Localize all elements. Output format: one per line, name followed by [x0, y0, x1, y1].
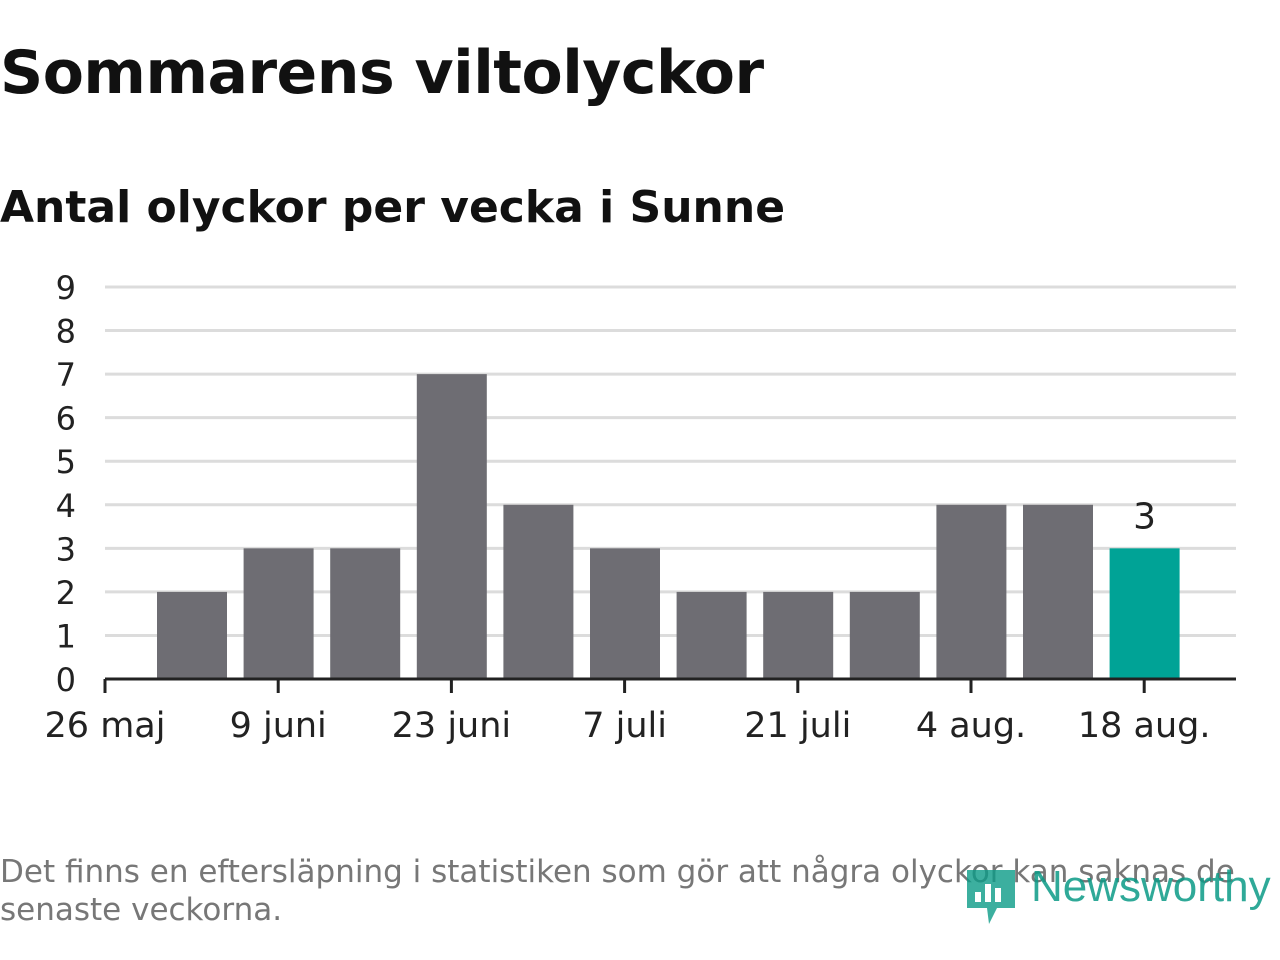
- y-tick-label: 5: [56, 443, 76, 481]
- x-tick-label: 18 aug.: [1078, 706, 1211, 746]
- brand-name: Newsworthy: [1031, 862, 1271, 911]
- bar: [1023, 504, 1093, 679]
- newsworthy-logo-icon: [967, 870, 1015, 924]
- bar: [590, 548, 660, 679]
- bar: [1109, 548, 1180, 679]
- x-tick-label: 26 maj: [45, 706, 166, 746]
- y-tick-label: 2: [56, 574, 76, 612]
- y-tick-label: 4: [56, 487, 76, 525]
- x-axis: 26 maj 9 juni 23 juni 7 juli 21 juli 4 aug. 18…: [45, 677, 1236, 746]
- bars: [157, 374, 1180, 679]
- bar-chart: 0 1 2 3 4 5 6 7 8 9 3 26 maj 9 juni 23 juni 7 juli 21…: [45, 269, 1236, 746]
- bar: [676, 591, 747, 679]
- x-tick-label: 7 juli: [582, 706, 667, 746]
- bar: [330, 548, 401, 679]
- bar: [849, 591, 920, 679]
- y-tick-label: 7: [56, 356, 76, 394]
- bar: [157, 591, 227, 679]
- newsworthy-logo: Newsworthy: [963, 858, 1280, 928]
- bar: [503, 504, 574, 679]
- bar: [243, 548, 314, 679]
- x-tick-label: 4 aug.: [916, 706, 1026, 746]
- x-tick-label: 9 juni: [230, 706, 327, 746]
- y-axis-ticks: 0 1 2 3 4 5 6 7 8 9: [56, 269, 76, 699]
- y-tick-label: 9: [56, 269, 76, 307]
- data-labels: 3: [1133, 496, 1156, 537]
- chart-title: Sommarens viltolyckor: [0, 38, 764, 108]
- data-label: 3: [1133, 496, 1156, 537]
- bar: [763, 591, 834, 679]
- y-tick-label: 0: [56, 661, 76, 699]
- x-tick-label: 23 juni: [392, 706, 511, 746]
- bar: [936, 504, 1007, 679]
- y-tick-label: 8: [56, 313, 76, 351]
- chart-subtitle: Antal olyckor per vecka i Sunne: [0, 182, 786, 233]
- y-tick-label: 3: [56, 530, 76, 568]
- x-tick-label: 21 juli: [744, 706, 851, 746]
- bar: [416, 374, 487, 679]
- y-tick-label: 6: [56, 400, 76, 438]
- y-tick-label: 1: [56, 617, 76, 655]
- footnote: Det finns en eftersläpning i statistiken…: [0, 854, 1235, 928]
